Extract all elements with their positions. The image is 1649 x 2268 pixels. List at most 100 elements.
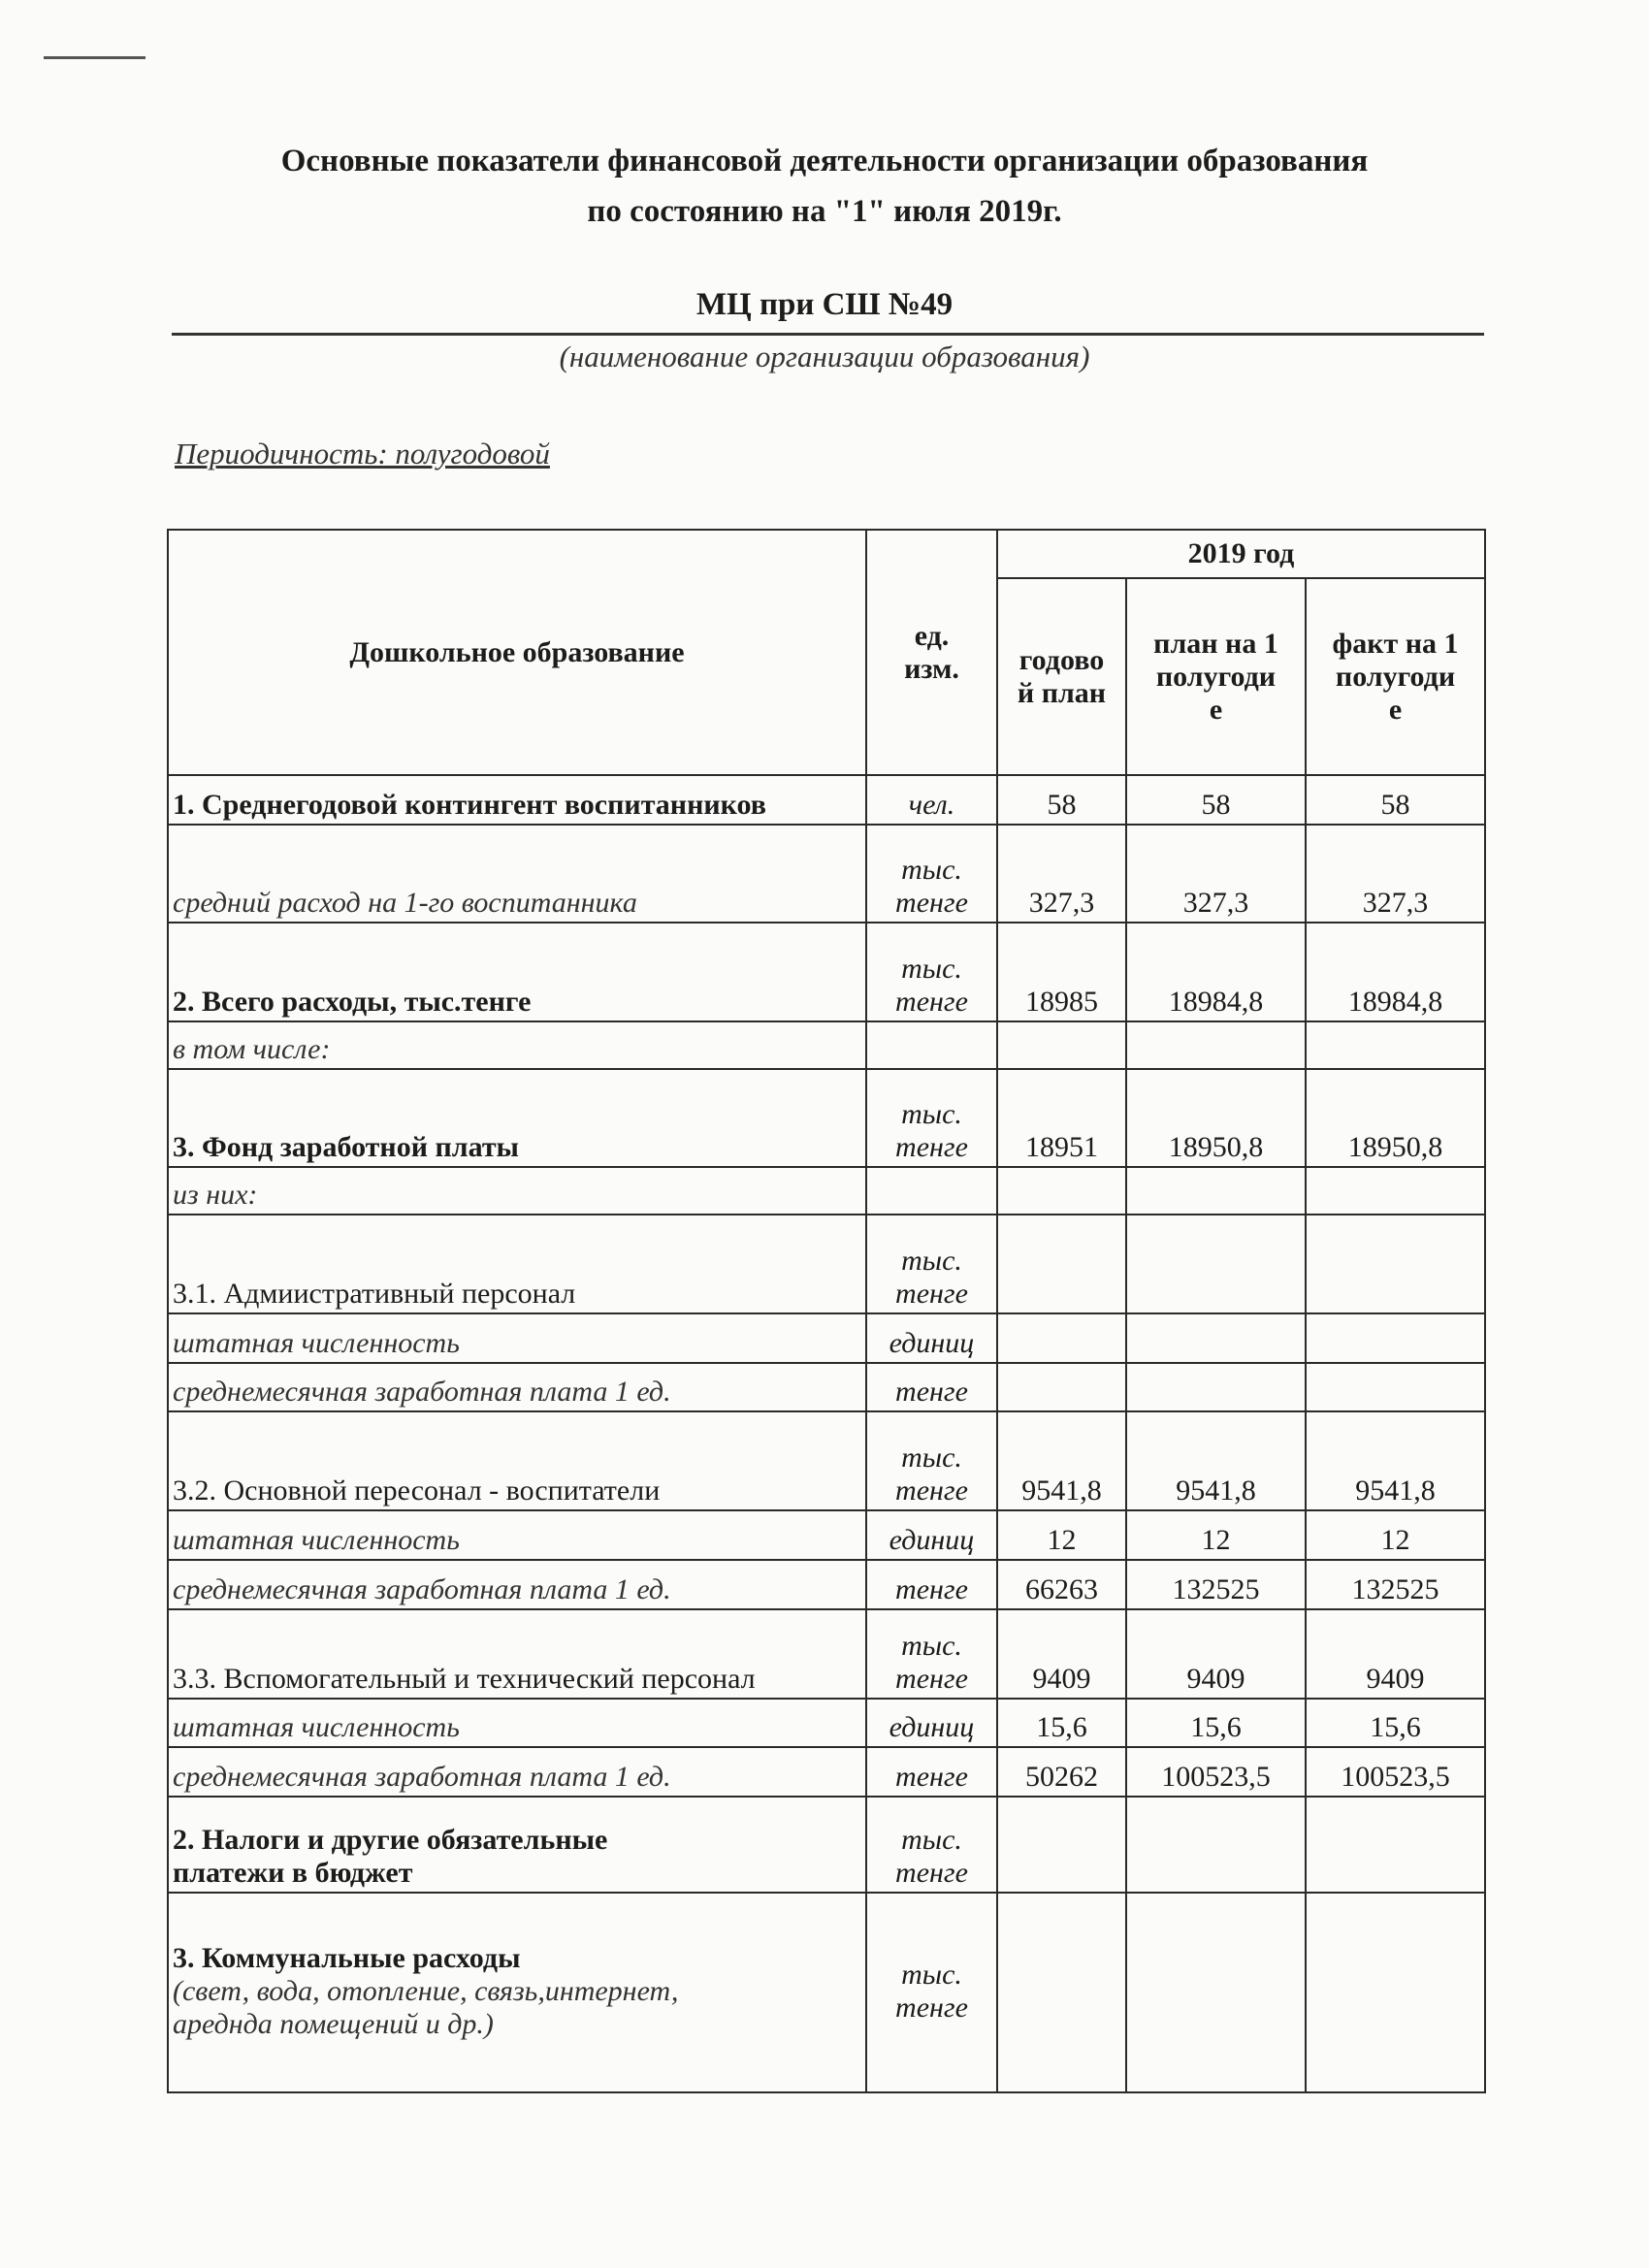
text-line: тыс. [901, 1824, 962, 1856]
row-unit: единиц [865, 1312, 998, 1364]
half-year-fact-value: 9541,8 [1304, 1410, 1487, 1511]
text-line: тенге [895, 1857, 968, 1889]
text-line: штатная численность [173, 1524, 460, 1556]
table-row: 3.3. Вспомогательный и технический персо… [167, 1608, 1487, 1700]
column-header: факт на 1 полугоди е [1304, 577, 1487, 776]
row-unit: тенге [865, 1746, 998, 1798]
row-unit [865, 1021, 998, 1070]
half-year-fact-value: 15,6 [1304, 1698, 1487, 1748]
table-row: штатная численность единиц 15,6 15,6 15,6 [167, 1698, 1487, 1748]
text-line: 3.1. Адмиистративный персонал [173, 1278, 576, 1310]
document-subtitle-date: по состоянию на "1" июля 2019г. [587, 194, 1062, 229]
row-label: среднемесячная заработная плата 1 ед. [167, 1559, 867, 1610]
row-label: 3. Фонд заработной платы [167, 1068, 867, 1168]
half-year-plan-value [1125, 1362, 1307, 1412]
half-year-fact-value [1304, 1214, 1487, 1314]
annual-plan-value: 50262 [996, 1746, 1127, 1798]
table-row: среднемесячная заработная плата 1 ед. тен… [167, 1559, 1487, 1610]
half-year-plan-value: 327,3 [1125, 824, 1307, 923]
half-year-fact-value [1304, 1166, 1487, 1215]
annual-plan-value [996, 1312, 1127, 1364]
annual-plan-value: 58 [996, 774, 1127, 826]
text-line: тыс. [901, 1098, 962, 1130]
annual-plan-value [996, 1166, 1127, 1215]
text-line: изм. [904, 652, 959, 685]
year-header: 2019 год [995, 529, 1487, 579]
row-unit: тыс. тенге [865, 1214, 998, 1314]
text-line: средний расход на 1-го воспитанника [173, 887, 637, 919]
annual-plan-value: 18985 [996, 922, 1127, 1022]
table-row: 1. Среднегодовой контингент воспитаннико… [167, 774, 1487, 826]
text-line: тенге [895, 887, 968, 919]
half-year-plan-value: 100523,5 [1125, 1746, 1307, 1798]
text-line: в том числе: [173, 1033, 331, 1065]
row-unit: тенге [865, 1362, 998, 1412]
text-line: платежи в бюджет [173, 1857, 413, 1889]
text-line: тыс. [901, 854, 962, 886]
half-year-plan-value [1125, 1892, 1307, 2093]
half-year-plan-value [1125, 1166, 1307, 1215]
row-label: среднемесячная заработная плата 1 ед. [167, 1746, 867, 1798]
table-row: штатная численность единиц [167, 1312, 1487, 1364]
half-year-fact-value [1304, 1362, 1487, 1412]
text-line: тыс. [901, 1245, 962, 1277]
annual-plan-value [996, 1796, 1127, 1894]
half-year-plan-value [1125, 1021, 1307, 1070]
column-header: план на 1 полугоди е [1125, 577, 1307, 776]
annual-plan-value [996, 1021, 1127, 1070]
half-year-fact-value: 12 [1304, 1509, 1487, 1561]
section-header: Дошкольное образование [167, 529, 867, 776]
table-row: 3.2. Основной пересонал - воспитатели тыс… [167, 1410, 1487, 1511]
text-line: 3.2. Основной пересонал - воспитатели [173, 1474, 661, 1507]
text-line: из них: [173, 1179, 258, 1211]
text-line: 2. Всего расходы, тыс.тенге [173, 986, 532, 1018]
half-year-fact-value: 9409 [1304, 1608, 1487, 1700]
document-title: Основные показатели финансовой деятельно… [280, 144, 1369, 178]
annual-plan-value: 15,6 [996, 1698, 1127, 1748]
text-line: е [1209, 693, 1223, 726]
text-line: 1. Среднегодовой контингент воспитаннико… [173, 789, 766, 821]
row-unit: чел. [865, 774, 998, 826]
text-line: тенге [895, 1761, 968, 1793]
text-line: тенге [895, 986, 968, 1018]
annual-plan-value [996, 1362, 1127, 1412]
text-line: (свет, вода, отопление, связь,интернет, [173, 1975, 679, 2007]
half-year-fact-value: 58 [1304, 774, 1487, 826]
half-year-plan-value: 18950,8 [1125, 1068, 1307, 1168]
text-line: тыс. [901, 1959, 962, 1991]
text-line: тенге [895, 1663, 968, 1695]
half-year-plan-value [1125, 1312, 1307, 1364]
text-line: полугоди [1335, 660, 1456, 693]
table-row: из них: [167, 1166, 1487, 1215]
row-unit [865, 1166, 998, 1215]
half-year-plan-value: 58 [1125, 774, 1307, 826]
row-unit: тыс. тенге [865, 1608, 998, 1700]
half-year-fact-value [1304, 1796, 1487, 1894]
table-row: в том числе: [167, 1021, 1487, 1070]
header-row: Дошкольное образование ед. изм. 2019 год [167, 529, 1487, 776]
row-unit: тыс. тенге [865, 1892, 998, 2093]
text-line: тыс. [901, 953, 962, 985]
text-line: тенге [895, 1376, 968, 1408]
text-line: 3.3. Вспомогательный и технический персо… [173, 1663, 756, 1695]
half-year-plan-value: 9409 [1125, 1608, 1307, 1700]
annual-plan-value [996, 1892, 1127, 2093]
scan-mark [44, 56, 146, 59]
row-label: среднемесячная заработная плата 1 ед. [167, 1362, 867, 1412]
organization-name: МЦ при СШ №49 [695, 287, 954, 322]
table-row: 3. Коммунальные расходы (свет, вода, отоп… [167, 1892, 1487, 2093]
table-row: среднемесячная заработная плата 1 ед. тен… [167, 1362, 1487, 1412]
text-line: тенге [895, 1474, 968, 1507]
annual-plan-value: 18951 [996, 1068, 1127, 1168]
text-line: среднемесячная заработная плата 1 ед. [173, 1573, 671, 1605]
text-line: годово [1018, 643, 1105, 676]
text-line: ед. [914, 619, 950, 652]
text-line: 3. Фонд заработной платы [173, 1131, 519, 1163]
text-line: единиц [889, 1524, 975, 1556]
table-row: штатная численность единиц 12 12 12 [167, 1509, 1487, 1561]
half-year-plan-value: 9541,8 [1125, 1410, 1307, 1511]
row-unit: тыс. тенге [865, 922, 998, 1022]
text-line: среднемесячная заработная плата 1 ед. [173, 1761, 671, 1793]
half-year-plan-value: 15,6 [1125, 1698, 1307, 1748]
